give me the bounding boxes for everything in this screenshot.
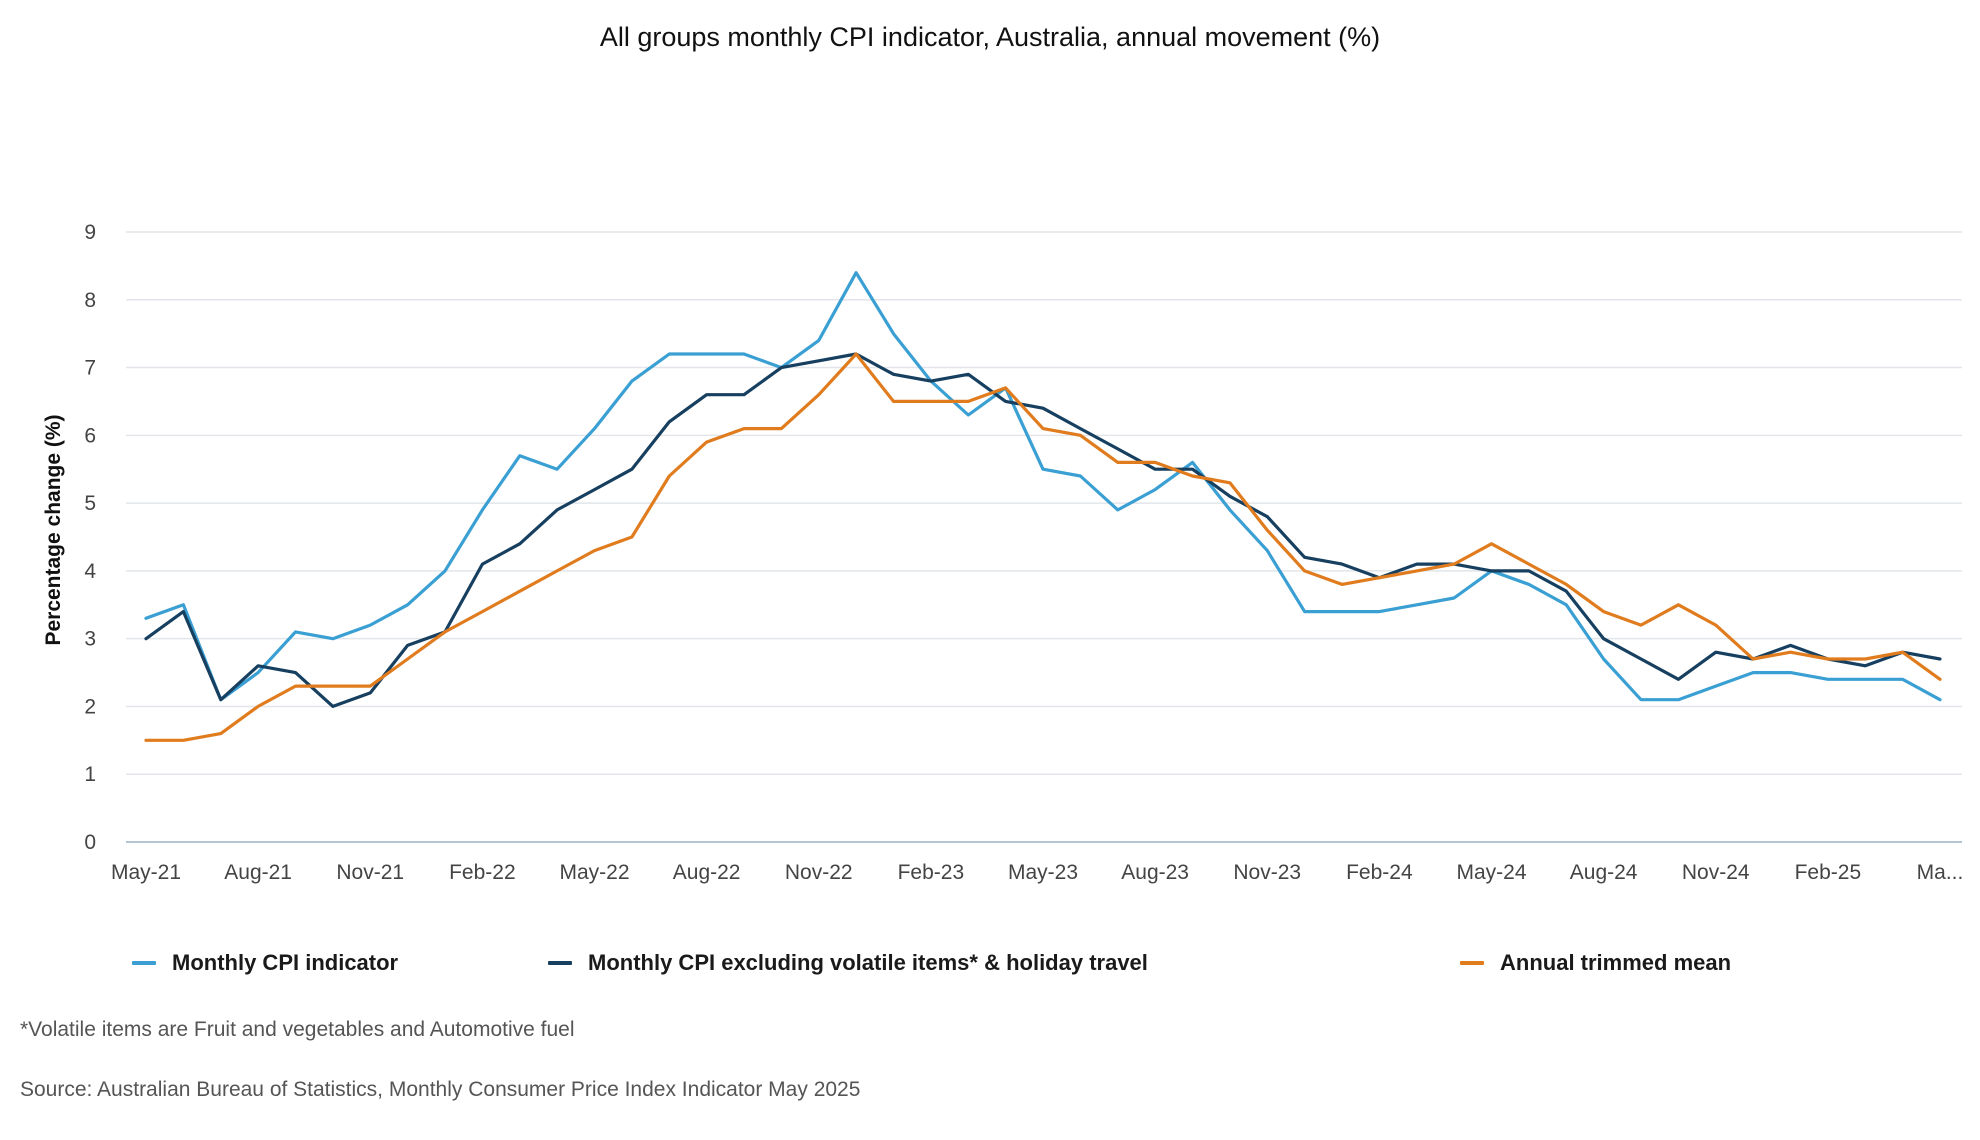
footnote-source: Source: Australian Bureau of Statistics,… [20,1078,861,1101]
x-tick-label: May-22 [559,861,629,884]
y-tick-label: 6 [84,424,96,447]
x-tick-label: Nov-23 [1233,861,1301,884]
series-lines [144,271,1942,742]
y-axis-label: Percentage change (%) [42,414,65,645]
y-tick-label: 1 [84,763,96,786]
x-tick-label: Feb-25 [1795,861,1862,884]
x-tick-label: Feb-23 [898,861,965,884]
x-tick-label: Aug-24 [1570,861,1638,884]
legend-label-trimmed-mean: Annual trimmed mean [1500,950,1732,975]
legend-item-monthly-cpi[interactable]: Monthly CPI indicator [132,950,398,976]
x-tick-label: May-24 [1456,861,1526,884]
x-tick-label: Nov-22 [785,861,853,884]
chart-title: All groups monthly CPI indicator, Austra… [599,22,1381,52]
x-tick-label: Feb-24 [1346,861,1413,884]
legend-item-excluding-volatile[interactable]: Monthly CPI excluding volatile items* & … [548,950,1148,976]
series-line-monthly-cpi[interactable] [144,271,1942,702]
legend-item-trimmed-mean[interactable]: Annual trimmed mean [1460,950,1731,976]
y-tick-label: 8 [84,289,96,312]
series-line-trimmed-mean[interactable] [144,352,1942,742]
footnote-volatile: *Volatile items are Fruit and vegetables… [20,1018,575,1041]
legend-label-monthly-cpi: Monthly CPI indicator [172,950,399,975]
x-tick-label: May-23 [1008,861,1078,884]
gridlines [126,231,1962,843]
x-tick-label: Aug-23 [1121,861,1189,884]
x-tick-label: Nov-24 [1682,861,1750,884]
x-axis-ticks: May-21 Aug-21 Nov-21 Feb-22 May-22 Aug-22 Nov-… [111,861,1963,884]
y-tick-label: 3 [84,628,96,651]
y-tick-label: 9 [84,221,96,244]
x-tick-label: Nov-21 [336,861,404,884]
legend-swatch-monthly-cpi [132,961,156,965]
y-tick-label: 2 [84,695,96,718]
legend-swatch-excluding-volatile [548,961,572,965]
legend: Monthly CPI indicator Monthly CPI exclud… [0,950,1980,990]
y-tick-label: 4 [84,560,96,583]
y-tick-label: 0 [84,831,96,854]
x-tick-label: Aug-22 [673,861,741,884]
x-tick-label: Feb-22 [449,861,516,884]
x-tick-label: May-21 [111,861,181,884]
y-tick-label: 5 [84,492,96,515]
x-tick-label: Ma... [1917,861,1964,884]
y-tick-label: 7 [84,357,96,380]
x-tick-label: Aug-21 [224,861,292,884]
legend-swatch-trimmed-mean [1460,961,1484,965]
y-axis-ticks: 0 1 2 3 4 5 6 7 8 9 [84,221,96,854]
legend-label-excluding-volatile: Monthly CPI excluding volatile items* & … [588,950,1148,975]
